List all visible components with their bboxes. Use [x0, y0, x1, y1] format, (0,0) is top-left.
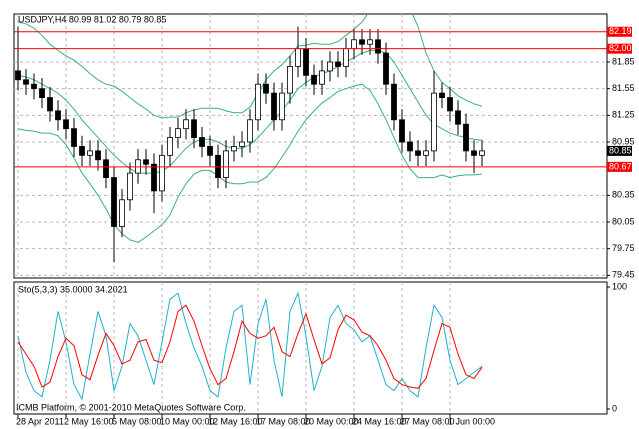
price-level-tag	[607, 43, 632, 54]
candle-body	[447, 97, 453, 112]
candle-body	[63, 119, 69, 130]
candle-body	[351, 39, 357, 50]
main-panel	[13, 13, 608, 279]
price-level-label: 80.67	[609, 161, 632, 171]
candle-body	[223, 150, 229, 178]
x-tick-label: 24 May 16:00	[352, 416, 407, 426]
stochastic-plot	[17, 291, 483, 401]
stochastic-line	[17, 291, 483, 401]
candle-body	[191, 119, 197, 138]
x-tick-label: 20 May 00:00	[304, 416, 359, 426]
x-tick-label: 10 May 00:00	[160, 416, 215, 426]
candle-body	[367, 39, 373, 45]
candle-body	[335, 61, 341, 67]
candle-body	[343, 48, 349, 67]
x-tick-label: 17 May 08:00	[256, 416, 311, 426]
candle-body	[471, 150, 477, 156]
candle-body	[111, 177, 117, 227]
candle-body	[247, 119, 253, 143]
price-level-label: 82.19	[609, 26, 632, 36]
candle-body	[47, 97, 53, 112]
candle-body	[199, 137, 205, 147]
candle-body	[87, 150, 93, 156]
candle-body	[15, 70, 21, 81]
candle-body	[39, 88, 45, 98]
x-tick-label: 12 May 16:00	[208, 416, 263, 426]
price-level-tag	[607, 26, 632, 37]
candle-body	[399, 119, 405, 143]
candle-body	[255, 83, 261, 121]
candle-body	[207, 146, 213, 156]
x-tick-label: 2 May 16:00	[64, 416, 114, 426]
y-tick-label: 80.05	[612, 216, 635, 226]
stochastic-title: Sto(5,3,3) 35.0000 34.2021	[18, 284, 128, 294]
candle-body	[263, 83, 269, 94]
stochastic-panel	[13, 281, 608, 415]
current-price-tag	[607, 145, 632, 156]
x-tick-label: 1 Jun 00:00	[448, 416, 495, 426]
candle-body	[431, 92, 437, 152]
candle-body	[279, 92, 285, 121]
candle-body	[375, 39, 381, 54]
y-tick-label: 79.75	[612, 243, 635, 253]
price-plot	[14, 14, 607, 262]
y-tick-label: 0	[612, 403, 617, 413]
candle-body	[119, 199, 125, 227]
stochastic-line	[17, 304, 483, 389]
candle-body	[439, 92, 445, 98]
x-tick-label: 27 May 08:00	[400, 416, 455, 426]
y-tick-label: 81.55	[612, 83, 635, 93]
candle-body	[31, 83, 37, 90]
candle-body	[391, 83, 397, 121]
footer: ICMB Platform, © 2001-2010 MetaQuotes So…	[16, 402, 246, 412]
candle-body	[271, 92, 277, 121]
candle-body	[55, 110, 61, 121]
candle-body	[127, 172, 133, 201]
price-level-label: 82.00	[609, 43, 632, 53]
candle-body	[423, 150, 429, 156]
candle-body	[103, 159, 109, 178]
candle-body	[71, 128, 77, 147]
y-tick-label: 79.45	[612, 270, 635, 280]
price-level-tag	[607, 161, 632, 172]
y-tick-label: 80.35	[612, 190, 635, 200]
candle-body	[463, 123, 469, 152]
candle-body	[311, 74, 317, 85]
bollinger-band	[17, 14, 483, 119]
candle-body	[359, 39, 365, 45]
candle-body	[151, 163, 157, 192]
candle-body	[175, 128, 181, 138]
x-tick-label: 28 Apr 2011	[16, 416, 64, 426]
y-tick-label: 80.95	[612, 136, 635, 146]
y-tick-label: 81.25	[612, 110, 635, 120]
y-tick-label: 100	[612, 281, 627, 291]
candle-body	[383, 52, 389, 85]
chart-title: USDJPY,H4 80.99 81.02 80.79 80.85	[18, 14, 166, 24]
candle-body	[415, 150, 421, 156]
candle-body	[407, 141, 413, 152]
candle-body	[231, 146, 237, 152]
candle-body	[143, 159, 149, 165]
candle-body	[183, 119, 189, 130]
candle-body	[159, 154, 165, 192]
candle-body	[455, 110, 461, 125]
candle-body	[479, 150, 485, 156]
candle-body	[319, 70, 325, 85]
candle-body	[95, 150, 101, 161]
y-tick-label: 81.85	[612, 56, 635, 66]
axes: 79.45 79.75 80.05 80.35 80.95 81.25 81.55 81.85…	[16, 26, 635, 426]
candle-body	[167, 137, 173, 156]
candle-body	[287, 66, 293, 94]
candle-body	[303, 48, 309, 76]
bollinger-band	[17, 83, 483, 243]
current-price-label: 80.85	[609, 145, 632, 155]
candle-body	[327, 61, 333, 72]
candle-body	[295, 48, 301, 67]
candle-body	[79, 146, 85, 156]
candle-body	[239, 141, 245, 147]
x-tick-label: 5 May 08:00	[112, 416, 162, 426]
candle-body	[23, 79, 29, 85]
